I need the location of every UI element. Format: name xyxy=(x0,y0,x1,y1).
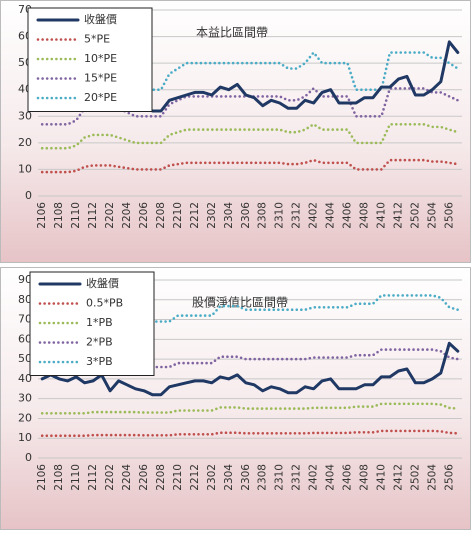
series-line xyxy=(40,402,460,415)
x-tick-label: 2106 xyxy=(36,464,48,491)
x-tick-label: 2506 xyxy=(443,202,455,229)
x-tick-label: 2412 xyxy=(392,202,404,229)
x-tick-label: 2302 xyxy=(206,464,218,491)
x-tick-label: 2110 xyxy=(70,202,82,229)
x-tick-label: 2504 xyxy=(426,464,438,491)
x-tick-label: 2410 xyxy=(375,464,387,491)
x-tick-label: 2106 xyxy=(36,202,48,229)
y-tick-label: 20 xyxy=(18,136,32,149)
x-tick-label: 2212 xyxy=(189,464,201,491)
legend-label: 0.5*PB xyxy=(86,297,123,310)
series-line xyxy=(40,123,460,150)
y-tick-label: 40 xyxy=(18,372,32,385)
x-tick-label: 2308 xyxy=(257,464,269,491)
x-tick-label: 2206 xyxy=(138,202,150,229)
legend-label: 收盤價 xyxy=(84,12,117,26)
x-tick-label: 2406 xyxy=(342,464,354,491)
x-tick-label: 2310 xyxy=(274,464,286,491)
y-tick-label: 90 xyxy=(18,273,32,286)
x-tick-label: 2110 xyxy=(70,464,82,491)
x-tick-label: 2408 xyxy=(358,464,370,491)
y-tick-label: 0 xyxy=(25,451,32,464)
y-tick-label: 80 xyxy=(18,293,32,306)
x-tick-label: 2308 xyxy=(257,202,269,229)
x-tick-label: 2412 xyxy=(392,464,404,491)
x-tick-label: 2404 xyxy=(325,202,337,229)
y-tick-label: 60 xyxy=(18,332,32,345)
series-line xyxy=(40,158,460,174)
x-tick-label: 2506 xyxy=(443,464,455,491)
legend-label: 3*PB xyxy=(86,355,113,368)
x-tick-label: 2306 xyxy=(240,464,252,491)
x-tick-label: 2202 xyxy=(104,202,116,229)
x-tick-label: 2206 xyxy=(138,464,150,491)
x-tick-label: 2212 xyxy=(189,202,201,229)
y-tick-label: 30 xyxy=(18,109,32,122)
y-tick-label: 10 xyxy=(18,431,32,444)
x-tick-label: 2208 xyxy=(155,202,167,229)
legend-label: 1*PB xyxy=(86,316,113,329)
legend-box xyxy=(27,7,153,112)
x-tick-label: 2210 xyxy=(172,464,184,491)
x-tick-label: 2410 xyxy=(375,202,387,229)
x-tick-label: 2402 xyxy=(308,202,320,229)
annotation: 股價淨值比區間帶 xyxy=(192,295,288,310)
x-tick-label: 2406 xyxy=(342,202,354,229)
x-tick-label: 2112 xyxy=(87,202,99,229)
x-tick-label: 2302 xyxy=(206,202,218,229)
y-tick-label: 70 xyxy=(18,313,32,326)
x-tick-label: 2306 xyxy=(240,202,252,229)
y-tick-label: 30 xyxy=(18,392,32,405)
series-line xyxy=(40,341,460,397)
x-tick-label: 2312 xyxy=(291,464,303,491)
x-tick-label: 2312 xyxy=(291,202,303,229)
annotation: 本益比區間帶 xyxy=(196,26,268,40)
x-tick-label: 2204 xyxy=(121,464,133,491)
x-tick-label: 2304 xyxy=(223,464,235,491)
legend-label: 10*PE xyxy=(84,52,117,65)
x-tick-label: 2502 xyxy=(409,202,421,229)
y-tick-label: 20 xyxy=(18,411,32,424)
x-tick-label: 2408 xyxy=(358,202,370,229)
x-tick-label: 2402 xyxy=(308,464,320,491)
legend-label: 收盤價 xyxy=(86,276,119,290)
y-tick-label: 50 xyxy=(18,352,32,365)
series-line xyxy=(40,429,460,437)
x-tick-label: 2504 xyxy=(426,202,438,229)
legend-box xyxy=(29,271,155,376)
legend-label: 15*PE xyxy=(84,72,117,85)
x-tick-label: 2404 xyxy=(325,464,337,491)
legend-label: 5*PE xyxy=(84,33,110,46)
x-tick-label: 2202 xyxy=(104,464,116,491)
legend-label: 2*PB xyxy=(86,336,113,349)
x-tick-label: 2304 xyxy=(223,202,235,229)
x-tick-label: 2112 xyxy=(87,464,99,491)
x-tick-label: 2208 xyxy=(155,464,167,491)
x-tick-label: 2310 xyxy=(274,202,286,229)
x-tick-label: 2204 xyxy=(121,202,133,229)
y-tick-label: 0 xyxy=(25,189,32,202)
legend-label: 20*PE xyxy=(84,91,117,104)
y-tick-label: 10 xyxy=(18,162,32,175)
x-tick-label: 2210 xyxy=(172,202,184,229)
x-tick-label: 2108 xyxy=(53,202,65,229)
x-tick-label: 2502 xyxy=(409,464,421,491)
x-tick-label: 2108 xyxy=(53,464,65,491)
